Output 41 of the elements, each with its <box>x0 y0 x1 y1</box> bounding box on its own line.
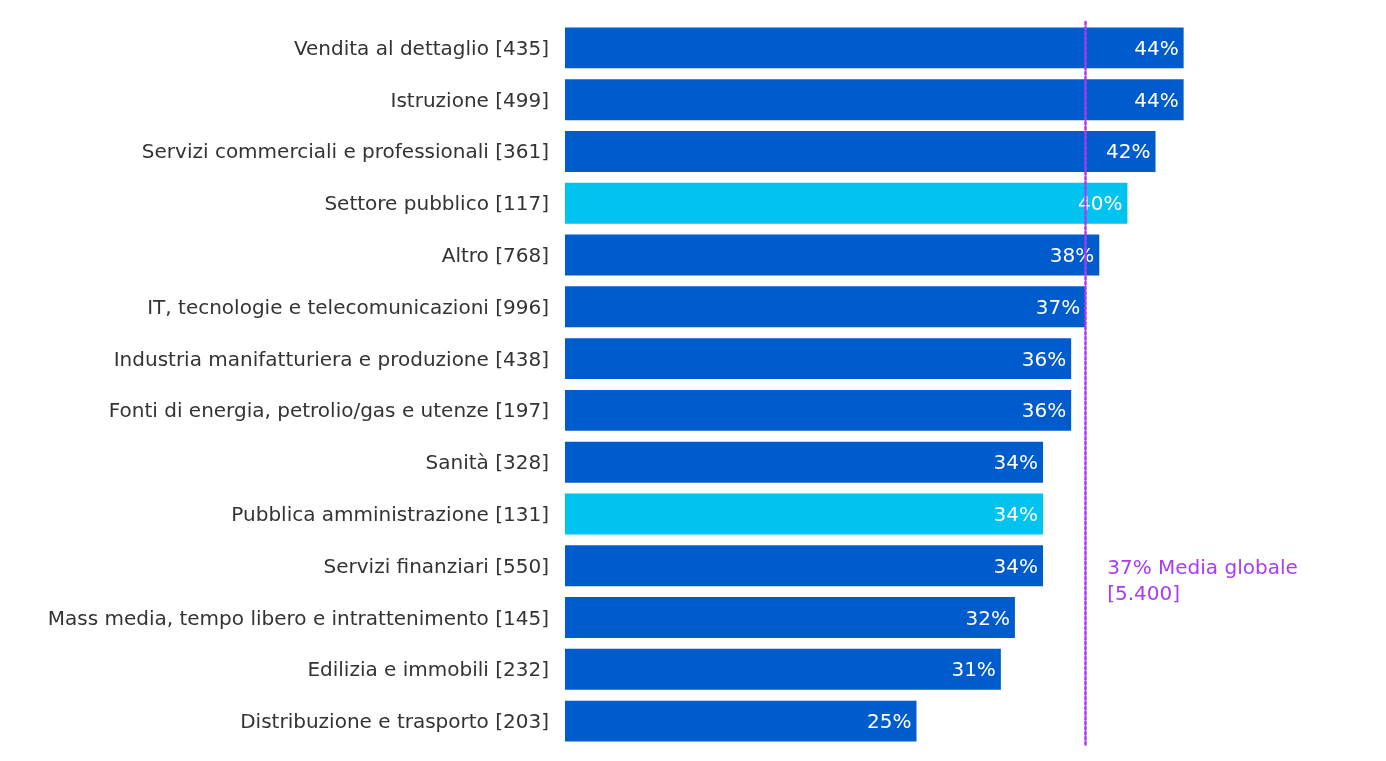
bar <box>565 286 1086 328</box>
bar <box>565 493 1044 535</box>
bar <box>565 338 1072 380</box>
y-tick-label: Sanità [328] <box>425 450 549 475</box>
y-tick-label: Servizi commerciali e professionali [361] <box>141 139 549 164</box>
bar <box>565 234 1100 276</box>
bar <box>565 648 1001 690</box>
y-tick-label: Servizi finanziari [550] <box>323 553 549 578</box>
data-label: 25% <box>867 709 912 734</box>
data-label: 37% <box>1035 294 1081 319</box>
ref-line-label: 37% Media globale [5.400] <box>1107 554 1305 605</box>
bar <box>565 545 1044 587</box>
y-tick-label: Mass media, tempo libero e intrattenimento [145] <box>47 605 549 630</box>
bar <box>565 27 1184 69</box>
bar <box>565 131 1156 172</box>
y-tick-label: Fonti di energia, petrolio/gas e utenze [197] <box>108 398 549 423</box>
data-label: 34% <box>993 501 1039 526</box>
y-tick-label: Altro [768] <box>441 243 549 268</box>
bar <box>565 597 1015 638</box>
y-tick-label: Industria manifatturiera e produzione [438] <box>113 346 549 371</box>
y-tick-label: Distribuzione e trasporto [203] <box>240 709 549 734</box>
y-tick-label: Istruzione [499] <box>390 87 549 112</box>
bar <box>565 182 1128 224</box>
bar <box>565 79 1184 121</box>
y-tick-label: Vendita al dettaglio [435] <box>293 35 549 60</box>
y-tick-label: Settore pubblico [117] <box>324 191 549 216</box>
data-label: 36% <box>1021 346 1067 371</box>
bar <box>565 700 917 742</box>
data-label: 44% <box>1134 35 1179 60</box>
bar <box>565 389 1072 431</box>
data-label: 31% <box>951 657 996 682</box>
y-tick-label: Edilizia e immobili [232] <box>307 657 549 682</box>
data-label: 42% <box>1106 139 1151 164</box>
data-label: 36% <box>1021 398 1067 423</box>
data-label: 44% <box>1134 87 1179 112</box>
data-label: 32% <box>965 605 1010 630</box>
bar <box>565 441 1044 483</box>
y-tick-label: Pubblica amministrazione [131] <box>231 501 549 526</box>
data-label: 34% <box>993 450 1039 475</box>
data-label: 34% <box>993 553 1039 578</box>
y-tick-label: IT, tecnologie e telecomunicazioni [996] <box>147 294 549 319</box>
